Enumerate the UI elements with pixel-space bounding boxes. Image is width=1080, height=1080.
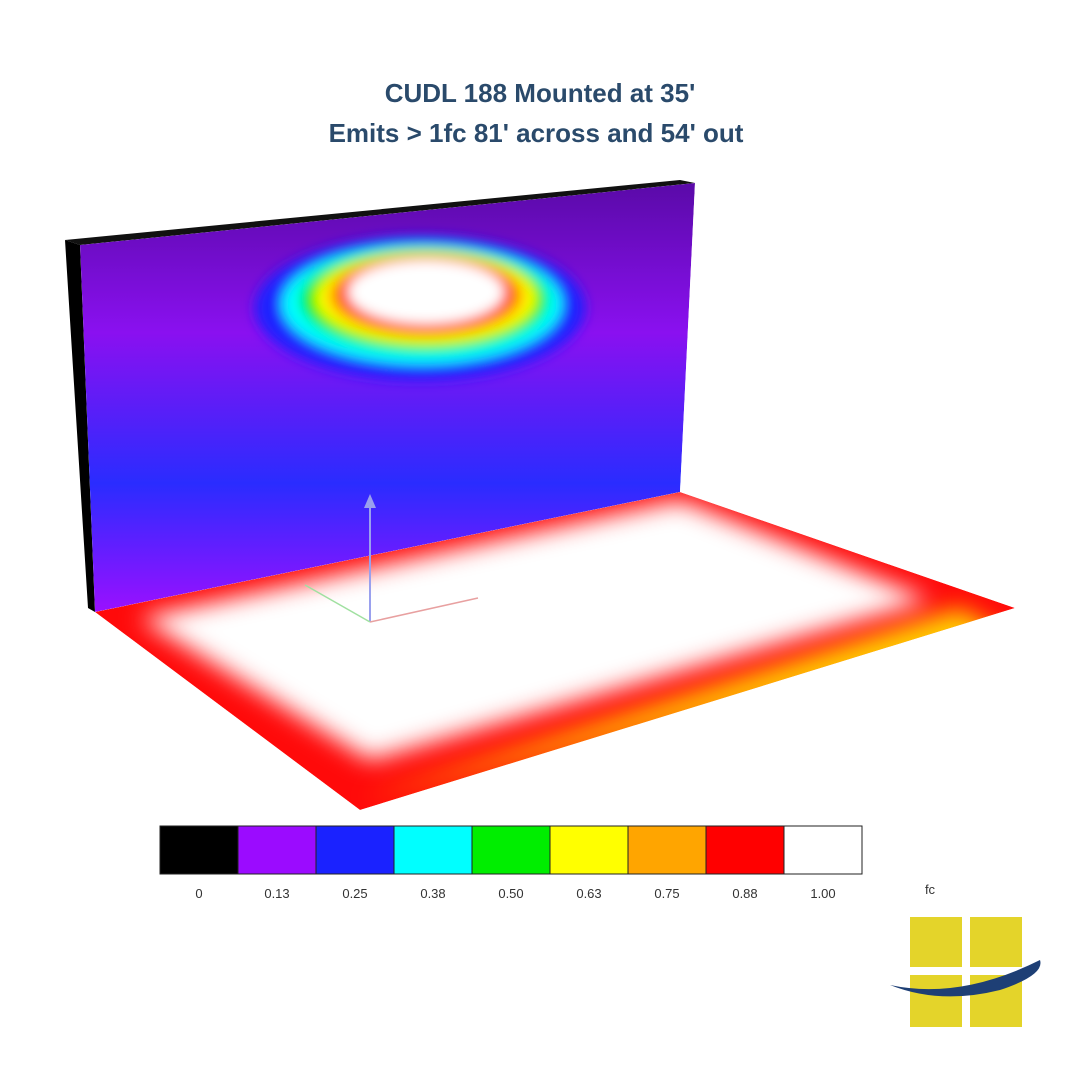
legend-swatch: [627, 825, 707, 875]
scene: [65, 180, 1015, 810]
legend-swatch: [393, 825, 473, 875]
legend-swatch: [549, 825, 629, 875]
legend-label: 0.13: [264, 886, 289, 901]
legend-label: 0.88: [732, 886, 757, 901]
legend-swatch: [783, 825, 863, 875]
legend-label: 0: [195, 886, 202, 901]
legend-swatch: [315, 825, 395, 875]
logo: [890, 917, 1041, 1027]
title: CUDL 188 Mounted at 35': [385, 78, 696, 108]
legend-label: 0.75: [654, 886, 679, 901]
legend-swatch: [159, 825, 239, 875]
legend: 0 0.13 0.25 0.38 0.50 0.63 0.75 0.88 1.00: [159, 825, 863, 901]
legend-label: 0.50: [498, 886, 523, 901]
legend-label: 0.63: [576, 886, 601, 901]
legend-unit: fc: [925, 882, 936, 897]
subtitle: Emits > 1fc 81' across and 54' out: [329, 118, 744, 148]
legend-label: 1.00: [810, 886, 835, 901]
legend-swatch: [471, 825, 551, 875]
legend-label: 0.25: [342, 886, 367, 901]
legend-label: 0.38: [420, 886, 445, 901]
legend-swatch: [237, 825, 317, 875]
legend-swatch: [705, 825, 785, 875]
